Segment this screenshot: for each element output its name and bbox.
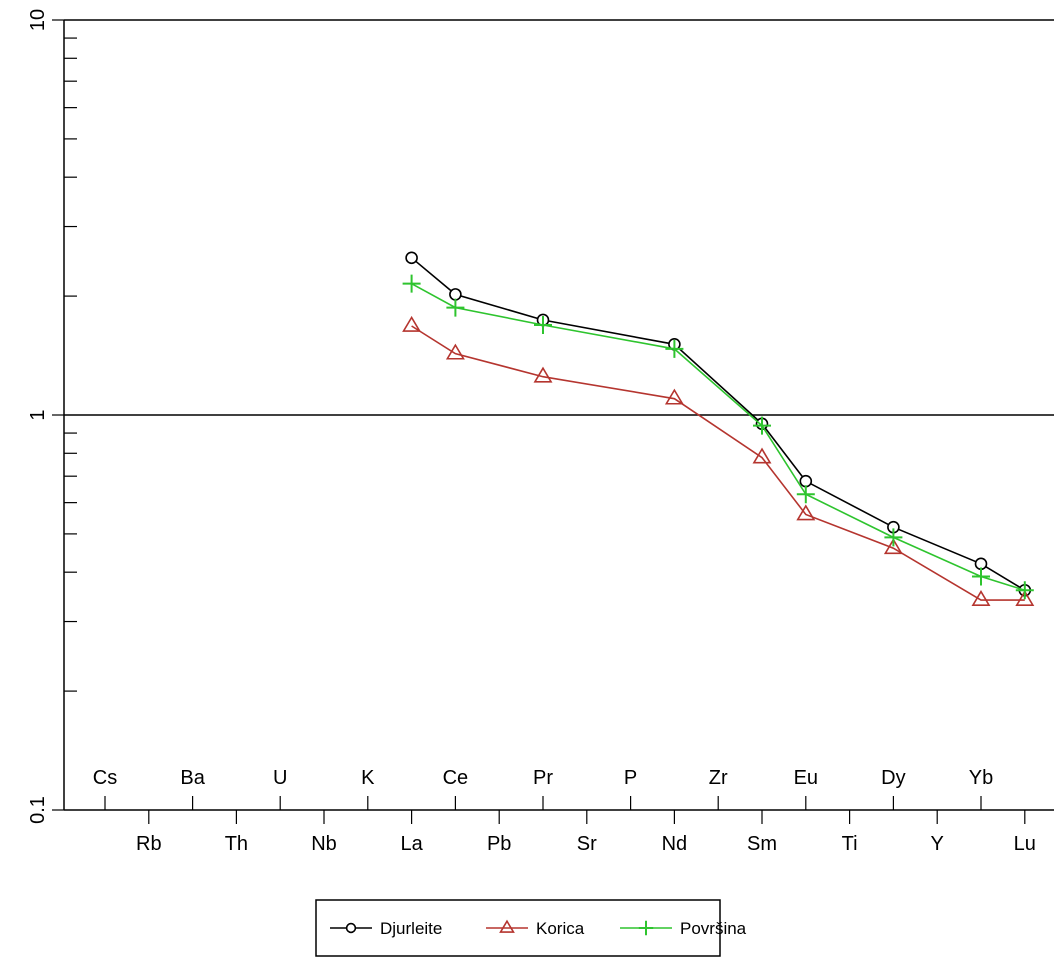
series-layer — [402, 251, 1035, 606]
x-tick-label-ba: Ba — [180, 767, 205, 789]
axes: 0.1 1 10 Cs Rb Ba Th U Nb K La Ce Pb Pr Sr P Nd Zr Sm Eu Ti D… — [27, 9, 1054, 855]
x-tick-label-pb: Pb — [487, 833, 511, 855]
legend-label: Djurleite — [380, 919, 442, 938]
legend-item-djurleite: Djurleite — [330, 919, 442, 938]
x-tick-label-la: La — [400, 833, 423, 855]
data-point-plus — [972, 567, 990, 586]
x-tick-label-dy: Dy — [881, 767, 905, 789]
series-djurleite — [405, 251, 1032, 597]
series-line-korica — [411, 325, 1025, 601]
data-point-triangle — [533, 366, 553, 383]
data-point-triangle — [499, 919, 515, 933]
data-point-plus — [665, 339, 684, 358]
data-point-triangle — [752, 447, 772, 464]
series-površina — [402, 274, 1034, 600]
series-korica — [402, 315, 1035, 606]
data-point-triangle — [1015, 589, 1035, 606]
x-tick-label-p: P — [624, 767, 637, 789]
data-point-plus — [753, 416, 771, 435]
data-point-plus — [884, 528, 903, 547]
x-tick-label-nd: Nd — [662, 833, 688, 855]
data-point-triangle — [883, 538, 903, 555]
x-tick-label-yb: Yb — [969, 767, 993, 789]
x-tick-label-ti: Ti — [842, 833, 858, 855]
x-tick-label-y: Y — [931, 833, 944, 855]
x-tick-label-rb: Rb — [136, 833, 162, 855]
x-tick-label-nb: Nb — [311, 833, 337, 855]
data-point-triangle — [402, 315, 422, 332]
y-tick-label: 1 — [27, 409, 49, 420]
y-tick-label: 0.1 — [27, 796, 49, 824]
data-point-circle — [405, 251, 418, 265]
data-point-circle — [799, 474, 813, 488]
data-point-plus — [638, 920, 654, 936]
y-tick-label: 10 — [27, 9, 49, 31]
x-tick-label-ce: Ce — [443, 767, 469, 789]
x-tick-label-pr: Pr — [533, 767, 553, 789]
data-point-plus — [402, 274, 421, 293]
data-point-triangle — [796, 504, 816, 521]
series-line-djurleite — [411, 257, 1026, 591]
x-tick-label-u: U — [273, 767, 287, 789]
legend-item-korica: Korica — [486, 919, 585, 938]
data-point-triangle — [971, 589, 991, 606]
x-tick-label-zr: Zr — [709, 767, 728, 789]
x-tick-label-eu: Eu — [794, 767, 818, 789]
x-tick-label-th: Th — [225, 833, 248, 855]
data-point-triangle — [664, 388, 684, 405]
legend-label: Korica — [536, 919, 585, 938]
data-point-plus — [534, 315, 552, 334]
data-point-plus — [446, 298, 465, 317]
data-point-triangle — [445, 343, 465, 360]
data-point-circle — [345, 922, 357, 934]
x-tick-label-sr: Sr — [577, 833, 597, 855]
data-point-plus — [796, 485, 815, 504]
legend: Djurleite Korica Površina — [315, 899, 747, 957]
legend-item-površina: Površina — [620, 919, 747, 938]
legend-label: Površina — [680, 919, 747, 938]
data-point-circle — [449, 288, 462, 301]
x-tick-label-k: K — [361, 767, 375, 789]
x-tick-label-cs: Cs — [93, 767, 117, 789]
x-tick-label-sm: Sm — [747, 833, 777, 855]
data-point-plus — [1015, 581, 1034, 600]
x-tick-label-lu: Lu — [1014, 833, 1036, 855]
